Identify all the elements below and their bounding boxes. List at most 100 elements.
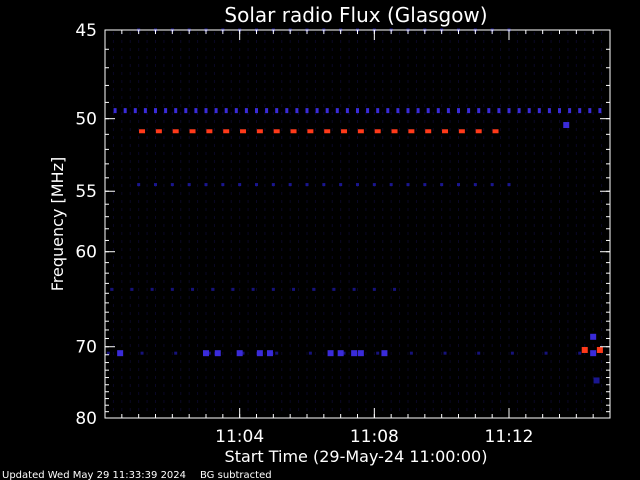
emission-mark bbox=[446, 108, 450, 114]
emission-mark bbox=[510, 351, 514, 355]
emission-mark bbox=[155, 129, 162, 134]
x-tick-label: 11:08 bbox=[350, 427, 399, 447]
emission-mark bbox=[271, 287, 275, 291]
emission-mark bbox=[106, 351, 110, 355]
plot-background bbox=[112, 32, 603, 416]
emission-mark bbox=[271, 183, 275, 187]
emission-mark bbox=[285, 108, 289, 114]
emission-mark bbox=[442, 129, 449, 134]
emission-mark bbox=[467, 108, 471, 114]
y-tick-label: 60 bbox=[75, 243, 97, 263]
emission-mark bbox=[332, 287, 336, 291]
emission-mark bbox=[224, 108, 228, 114]
emission-mark bbox=[492, 129, 499, 134]
y-tick-label: 50 bbox=[75, 110, 97, 130]
emission-mark bbox=[487, 108, 491, 114]
emission-mark bbox=[170, 183, 174, 187]
emission-mark bbox=[194, 108, 198, 114]
emission-mark bbox=[241, 351, 245, 355]
emission-mark bbox=[288, 183, 292, 187]
y-tick-label: 55 bbox=[75, 182, 97, 202]
emission-mark bbox=[143, 108, 147, 114]
emission-mark bbox=[356, 108, 359, 114]
bg-subtracted-note: BG subtracted bbox=[200, 470, 272, 480]
emission-spot bbox=[381, 350, 388, 357]
emission-spot bbox=[581, 346, 588, 353]
emission-mark bbox=[406, 108, 410, 114]
emission-spot bbox=[596, 346, 603, 353]
emission-mark bbox=[457, 183, 460, 187]
emission-mark bbox=[335, 108, 339, 114]
emission-mark bbox=[290, 129, 297, 134]
emission-mark bbox=[174, 108, 178, 114]
y-tick-label: 70 bbox=[75, 338, 97, 358]
y-axis-label: Frequency [MHz] bbox=[48, 157, 67, 291]
emission-mark bbox=[416, 108, 420, 114]
emission-mark bbox=[374, 129, 381, 134]
emission-spot bbox=[203, 350, 209, 357]
emission-mark bbox=[256, 129, 263, 134]
emission-mark bbox=[436, 108, 440, 114]
emission-mark bbox=[425, 129, 432, 134]
emission-mark bbox=[189, 129, 196, 134]
emission-spot bbox=[351, 350, 358, 357]
emission-mark bbox=[295, 108, 299, 114]
emission-mark bbox=[473, 183, 477, 187]
x-tick-label: 11:04 bbox=[215, 427, 264, 447]
emission-mark bbox=[174, 351, 178, 355]
emission-mark bbox=[154, 108, 157, 114]
emission-mark bbox=[305, 108, 309, 114]
emission-spots bbox=[117, 122, 603, 384]
emission-mark bbox=[322, 183, 326, 187]
emission-mark bbox=[357, 129, 364, 134]
emission-mark bbox=[308, 351, 312, 355]
emission-mark bbox=[315, 108, 319, 114]
emission-mark bbox=[408, 129, 415, 134]
emission-mark bbox=[341, 129, 348, 134]
emission-mark bbox=[275, 108, 279, 114]
emission-mark bbox=[307, 129, 314, 134]
x-axis: 11:04 11:08 11:12 bbox=[104, 30, 611, 447]
emission-mark bbox=[130, 287, 134, 291]
emission-mark bbox=[391, 129, 398, 134]
emission-mark bbox=[578, 351, 582, 355]
emission-mark bbox=[206, 129, 213, 134]
emission-mark bbox=[255, 183, 258, 187]
emission-mark bbox=[342, 351, 346, 355]
emission-mark bbox=[544, 351, 548, 355]
emission-mark bbox=[231, 287, 235, 291]
emission-mark bbox=[507, 108, 511, 114]
emission-mark bbox=[386, 108, 390, 114]
emission-mark bbox=[423, 183, 427, 187]
emission-spot bbox=[590, 333, 597, 340]
emission-mark bbox=[164, 108, 168, 114]
emission-mark bbox=[275, 351, 279, 355]
emission-mark bbox=[458, 129, 465, 134]
emission-mark bbox=[184, 108, 188, 114]
emission-mark bbox=[477, 108, 481, 114]
emission-mark bbox=[292, 287, 296, 291]
emission-mark bbox=[325, 108, 329, 114]
emission-mark bbox=[223, 129, 230, 134]
emission-mark bbox=[372, 183, 376, 187]
emission-mark bbox=[426, 108, 430, 114]
emission-mark bbox=[221, 183, 225, 187]
emission-spot bbox=[593, 377, 600, 384]
emission-mark bbox=[356, 183, 359, 187]
emission-mark bbox=[517, 108, 521, 114]
emission-mark bbox=[376, 351, 380, 355]
emission-mark bbox=[204, 183, 208, 187]
emission-mark bbox=[588, 108, 592, 114]
emission-mark bbox=[443, 351, 447, 355]
emission-mark bbox=[376, 108, 380, 114]
emission-mark bbox=[324, 129, 331, 134]
emission-mark bbox=[207, 351, 211, 355]
emission-mark bbox=[507, 183, 511, 187]
emission-mark bbox=[475, 129, 482, 134]
emission-mark bbox=[113, 108, 117, 114]
updated-timestamp: Updated Wed May 29 11:33:39 2024 bbox=[2, 470, 186, 480]
emission-mark bbox=[598, 108, 602, 114]
emission-spot bbox=[590, 350, 597, 357]
emission-mark bbox=[251, 287, 255, 291]
emission-spot bbox=[214, 350, 221, 357]
